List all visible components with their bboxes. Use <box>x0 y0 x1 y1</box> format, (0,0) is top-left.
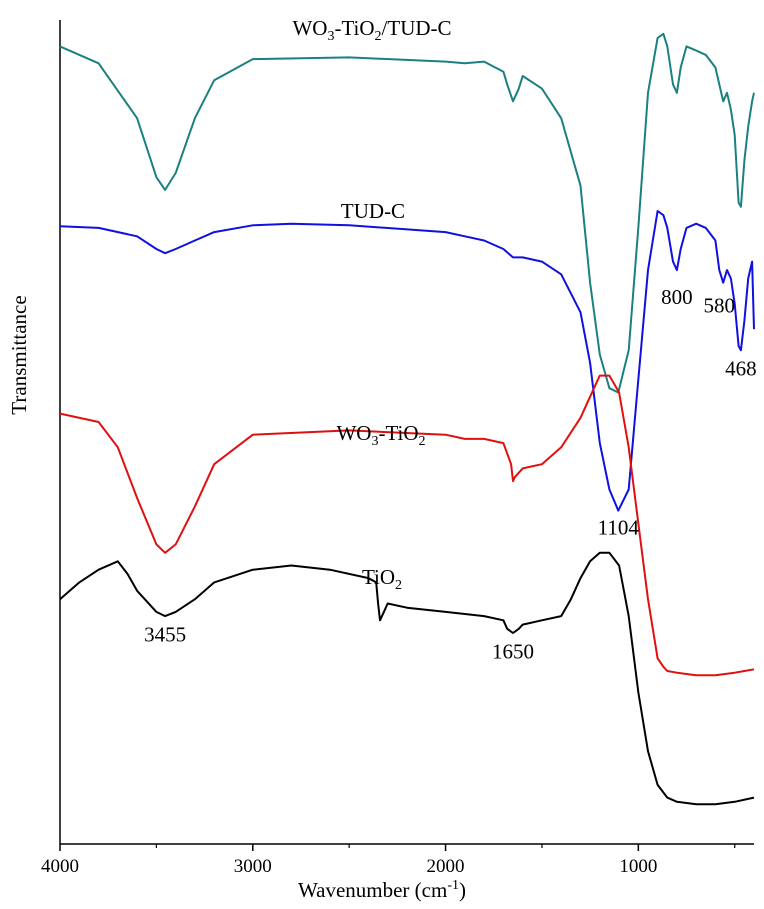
series-label-tio2: TiO2 <box>362 565 402 593</box>
series-line-tud-c <box>59 210 755 512</box>
peak-label-3455: 3455 <box>144 622 186 646</box>
peak-label-800: 800 <box>661 285 693 309</box>
peak-label-468: 468 <box>725 357 757 381</box>
peak-label-1650: 1650 <box>492 639 534 663</box>
peak-label-1104: 1104 <box>598 515 640 539</box>
series-lines <box>59 32 755 806</box>
series-label-wo3-tio2-tud-c: WO3-TiO2/TUD-C <box>292 16 451 44</box>
peak-label-580: 580 <box>704 293 736 317</box>
y-axis-title: Transmittance <box>7 295 31 414</box>
series-label-tud-c: TUD-C <box>341 199 405 223</box>
x-tick-label-1000: 1000 <box>619 856 657 877</box>
peak-annotations: 3455 1650 1104 800 580 468 <box>144 285 757 663</box>
series-line-tio2 <box>59 551 755 806</box>
x-tick-label-4000: 4000 <box>41 856 79 877</box>
x-tick-label-2000: 2000 <box>427 856 465 877</box>
x-tick-label-3000: 3000 <box>234 856 272 877</box>
series-line-wo3-tio2-tud-c <box>59 32 755 394</box>
series-line-wo3-tio2 <box>59 374 755 677</box>
x-axis-title: Wavenumber (cm-1) <box>298 878 466 902</box>
series-label-wo3-tio2: WO3-TiO2 <box>336 421 425 449</box>
x-ticks: 4000 3000 2000 1000 <box>41 844 736 877</box>
